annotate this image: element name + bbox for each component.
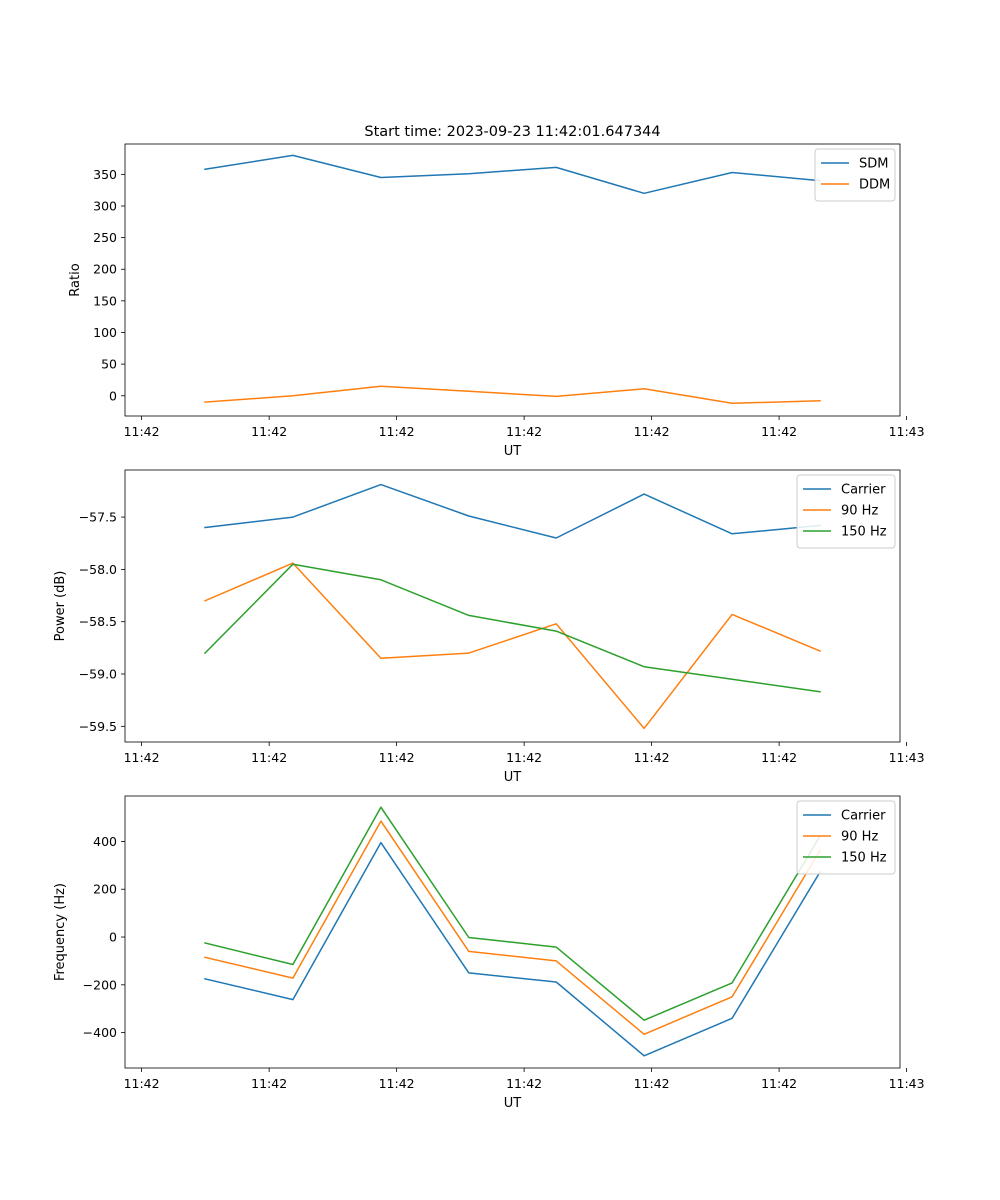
y-tick-label: 400 (93, 834, 117, 849)
plot-frame (124, 795, 901, 1069)
plot-frame (124, 143, 901, 417)
legend-box (814, 148, 896, 202)
x-tick-label: 11:43 (889, 750, 925, 765)
legend: SDM DDM (814, 148, 896, 202)
x-tick-label: 11:42 (634, 424, 670, 439)
x-tick-label: 11:42 (124, 1076, 160, 1091)
series-line-90-hz (204, 820, 822, 1036)
series-line-sdm (204, 154, 821, 195)
x-tick-label: 11:42 (379, 424, 415, 439)
y-tick-label: −59.5 (79, 719, 117, 734)
legend-box (796, 800, 896, 875)
legend-label: Carrier (841, 483, 886, 498)
x-tick-label: 11:42 (761, 424, 797, 439)
legend-label: 90 Hz (841, 504, 878, 519)
legend: Carrier 90 Hz 150 Hz (796, 474, 896, 549)
x-tick-label: 11:42 (379, 750, 415, 765)
power-panel: 11:42 11:42 11:42 11:42 11:42 11:42 11:43 −59.5… (53, 469, 925, 785)
y-tick-label: 300 (93, 198, 117, 213)
y-tick-label: 250 (93, 230, 117, 245)
legend-label: DDM (859, 178, 890, 193)
chart-title: Start time: 2023-09-23 11:42:01.647344 (364, 124, 660, 140)
x-tick-label: 11:42 (251, 1076, 287, 1091)
y-tick-label: −200 (83, 977, 117, 992)
plot-frame (124, 469, 901, 743)
series-line-carrier (204, 841, 822, 1057)
series-line-150-hz (203, 563, 821, 693)
y-tick-label: 0 (109, 930, 117, 945)
y-tick-label: 150 (93, 293, 117, 308)
series-line-carrier (204, 483, 821, 539)
legend-label: 150 Hz (841, 851, 887, 866)
y-tick-label: 0 (109, 388, 117, 403)
y-tick-label: −57.5 (79, 510, 117, 525)
y-axis-label: Ratio (68, 263, 83, 296)
x-tick-label: 11:42 (506, 424, 542, 439)
x-axis-label: UT (504, 1096, 522, 1111)
y-tick-label: −58.0 (79, 562, 117, 577)
x-tick-label: 11:42 (124, 750, 160, 765)
legend-label: SDM (859, 157, 888, 172)
series-line-150-hz (204, 806, 822, 1021)
legend-label: 90 Hz (841, 830, 878, 845)
x-tick-label: 11:42 (761, 750, 797, 765)
y-tick-label: −400 (83, 1025, 117, 1040)
frequency-panel: 11:42 11:42 11:42 11:42 11:42 11:42 11:43 −400 −… (53, 795, 925, 1111)
x-tick-label: 11:42 (506, 750, 542, 765)
y-tick-label: −58.5 (79, 614, 117, 629)
x-axis-label: UT (504, 770, 522, 785)
y-tick-label: 50 (101, 357, 117, 372)
series-line-90-hz (204, 562, 821, 730)
x-tick-label: 11:42 (634, 1076, 670, 1091)
y-tick-label: 200 (93, 882, 117, 897)
x-tick-label: 11:42 (251, 750, 287, 765)
x-tick-label: 11:43 (889, 424, 925, 439)
series-line-ddm (204, 385, 821, 405)
x-tick-label: 11:43 (889, 1076, 925, 1091)
y-axis-label: Power (dB) (53, 571, 68, 642)
legend-label: Carrier (841, 809, 886, 824)
x-axis-label: UT (504, 444, 522, 459)
legend-box (796, 474, 896, 549)
y-tick-label: 200 (93, 262, 117, 277)
x-tick-label: 11:42 (506, 1076, 542, 1091)
y-tick-label: 350 (93, 167, 117, 182)
x-tick-label: 11:42 (124, 424, 160, 439)
y-tick-label: −59.0 (79, 667, 117, 682)
x-tick-label: 11:42 (761, 1076, 797, 1091)
y-tick-label: 100 (93, 325, 117, 340)
x-tick-label: 11:42 (379, 1076, 415, 1091)
legend-label: 150 Hz (841, 525, 887, 540)
x-tick-label: 11:42 (634, 750, 670, 765)
ratio-panel: 11:42 11:42 11:42 11:42 11:42 11:42 11:43 0 50 10… (68, 143, 925, 459)
legend: Carrier 90 Hz 150 Hz (796, 800, 896, 875)
x-tick-label: 11:42 (251, 424, 287, 439)
y-axis-label: Frequency (Hz) (53, 883, 68, 981)
